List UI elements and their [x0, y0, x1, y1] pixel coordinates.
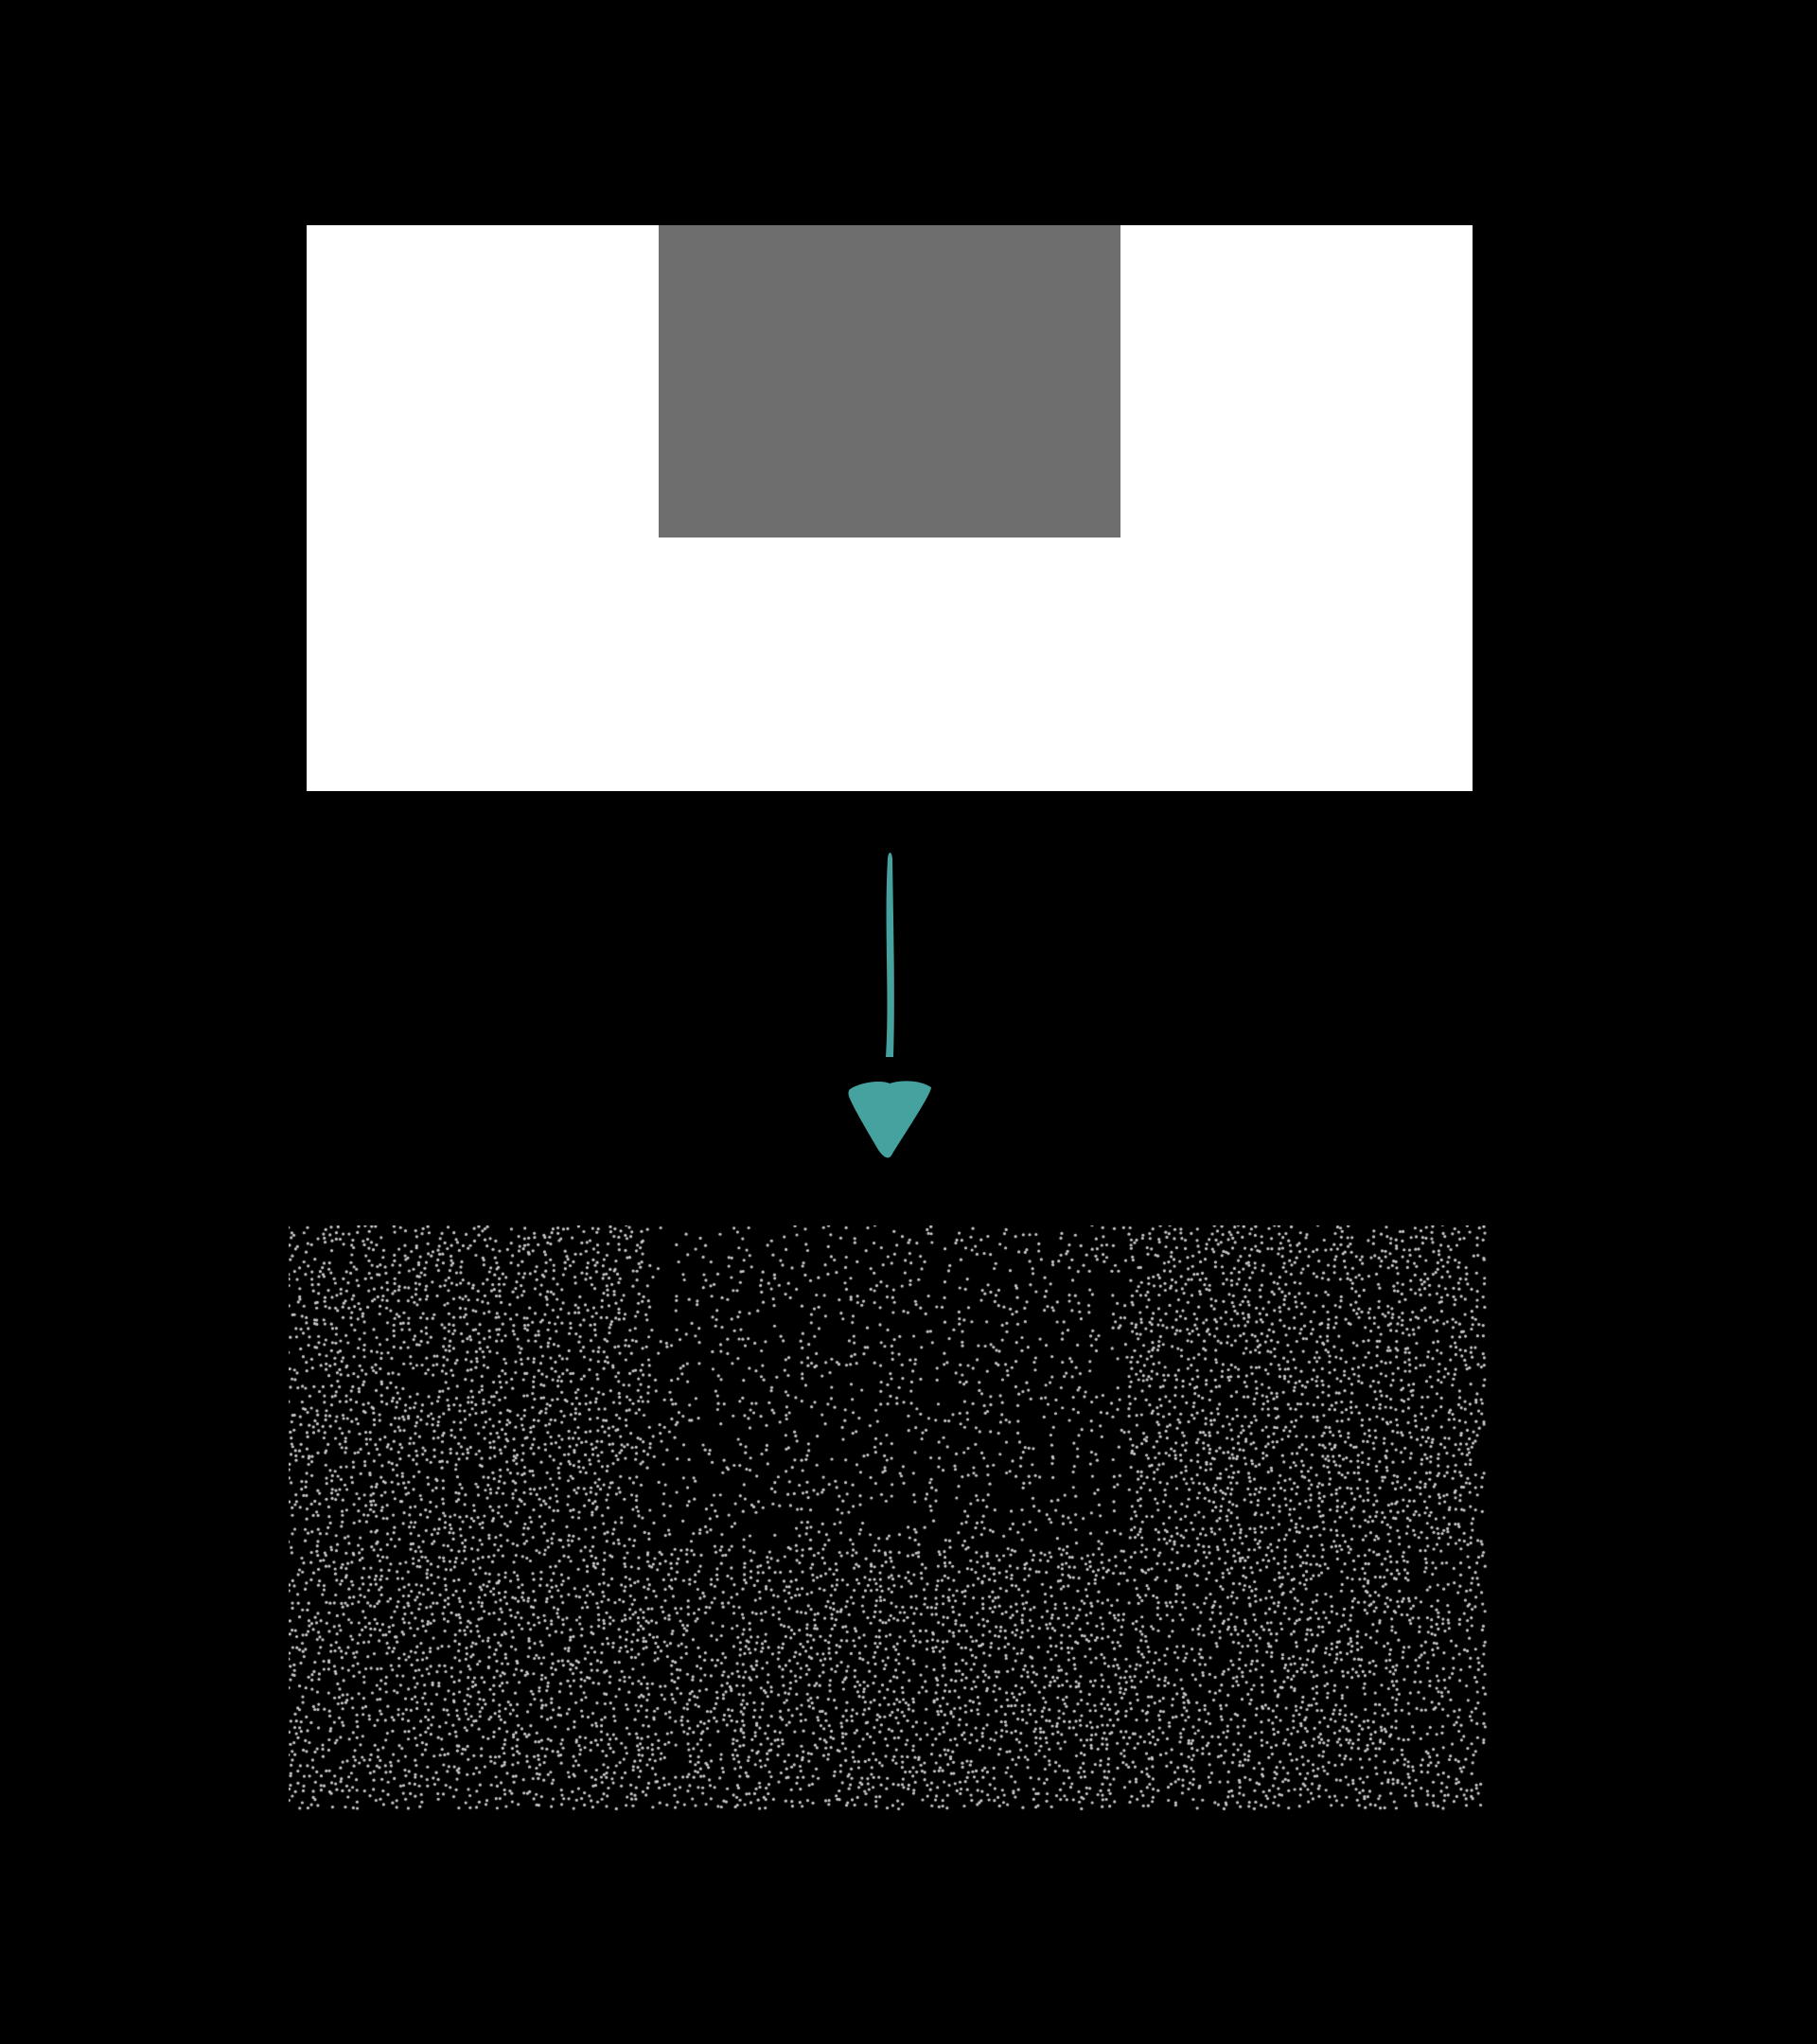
arrow-shaft: [886, 853, 894, 1057]
noise-canvas: [289, 1225, 1491, 1812]
output-noise-image: [289, 1225, 1491, 1812]
source-inner-rectangle: [659, 225, 1120, 537]
down-arrow-icon: [848, 853, 931, 1158]
source-image: [307, 225, 1473, 791]
arrow-head: [848, 1081, 931, 1158]
